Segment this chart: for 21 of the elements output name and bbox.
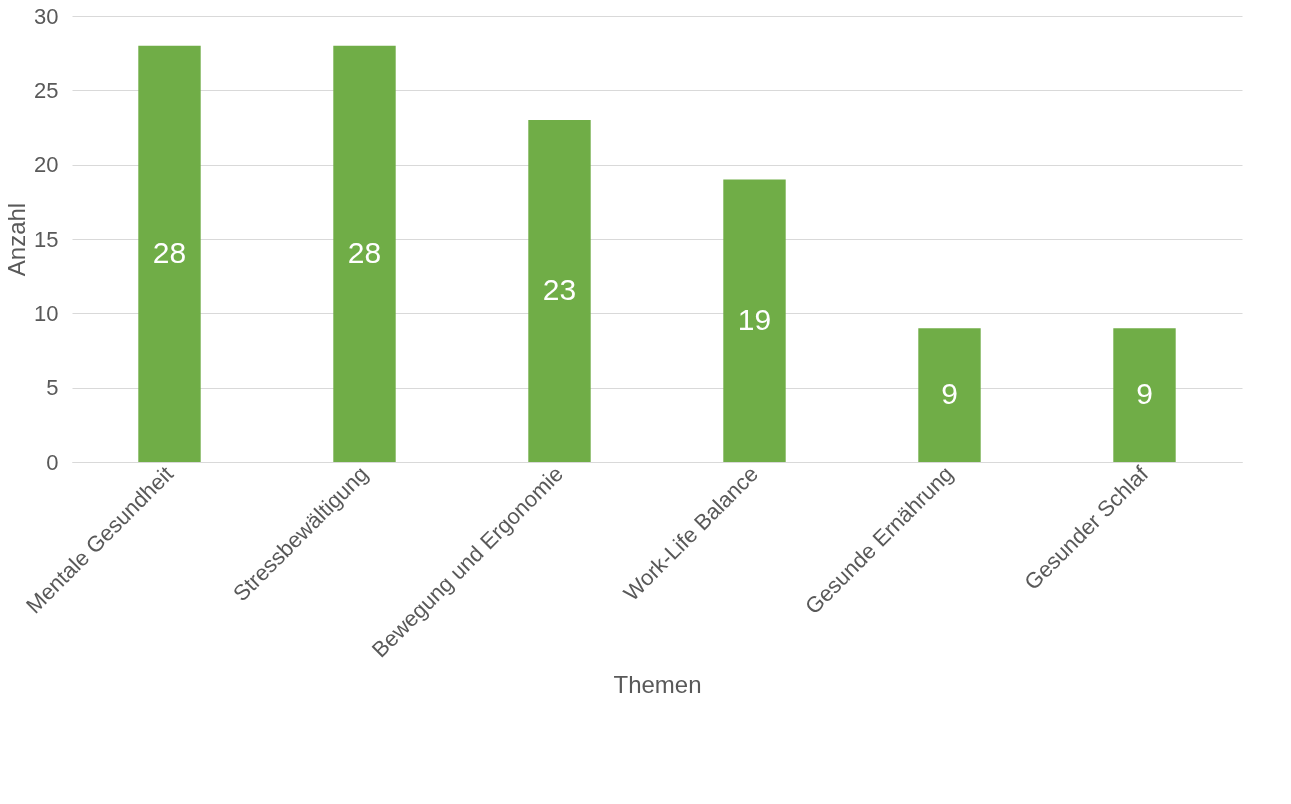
data-label: 28 (347, 235, 382, 269)
y-tick-label: 15 (34, 226, 59, 252)
bar (918, 328, 981, 462)
bar (528, 120, 591, 462)
y-tick-label: 25 (34, 77, 59, 103)
y-tick-label: 30 (34, 3, 59, 29)
x-axis-title: Themen (613, 670, 702, 698)
y-tick-label: 10 (34, 300, 59, 326)
data-label: 9 (1136, 377, 1153, 411)
data-label: 23 (542, 273, 577, 307)
data-label: 9 (941, 377, 958, 411)
bar (723, 179, 786, 462)
bar (333, 45, 396, 462)
y-tick-label: 5 (46, 375, 59, 401)
data-label: 19 (737, 302, 772, 336)
bar (1113, 328, 1176, 462)
bar (138, 45, 201, 462)
y-tick-label: 20 (34, 152, 59, 178)
data-label: 28 (152, 235, 187, 269)
y-tick-label: 0 (46, 449, 59, 475)
y-axis-title: Anzahl (3, 202, 31, 277)
